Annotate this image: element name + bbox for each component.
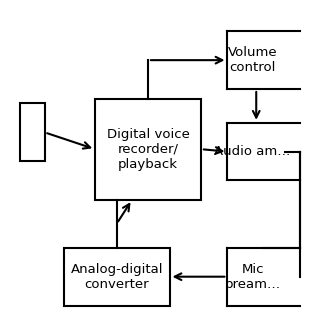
FancyBboxPatch shape [20,103,44,161]
Text: Digital voice
recorder/
playback: Digital voice recorder/ playback [107,128,189,171]
Text: Audio am…: Audio am… [214,145,291,158]
Text: Mic
pream…: Mic pream… [225,263,281,291]
Text: Volume
control: Volume control [228,46,277,74]
FancyBboxPatch shape [64,248,170,306]
FancyBboxPatch shape [95,99,201,200]
Text: Analog-digital
converter: Analog-digital converter [70,263,163,291]
